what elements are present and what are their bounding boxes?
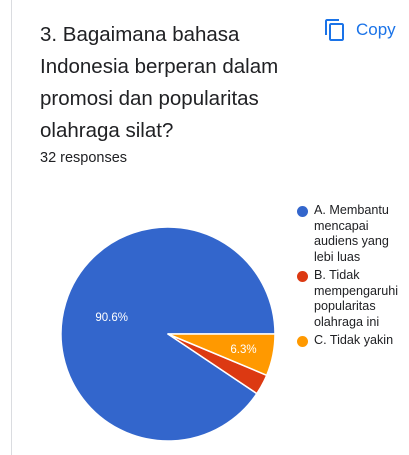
response-count: 32 responses (40, 150, 128, 166)
pie-label-c: 6.3% (230, 344, 256, 356)
copy-label: Copy (356, 20, 396, 39)
chart-legend: A. Membantu mencapai audiens yang lebi l… (297, 203, 407, 352)
pie-label-a: 90.6% (95, 312, 128, 324)
copy-icon (325, 19, 344, 41)
copy-button[interactable]: Copy (323, 14, 396, 46)
card-left-border (11, 0, 12, 455)
legend-swatch (297, 206, 308, 217)
legend-swatch (297, 271, 308, 282)
question-title: 3. Bagaimana bahasa Indonesia berperan d… (40, 23, 279, 142)
legend-label: B. Tidak mempengaruhi popularitas olahra… (314, 268, 399, 329)
legend-swatch (297, 336, 308, 347)
legend-item-b[interactable]: B. Tidak mempengaruhi popularitas olahra… (297, 268, 407, 330)
legend-item-a[interactable]: A. Membantu mencapai audiens yang lebi l… (297, 203, 407, 265)
pie-slice-c[interactable] (167, 333, 276, 377)
legend-label: C. Tidak yakin (314, 333, 394, 347)
legend-label: A. Membantu mencapai audiens yang lebi l… (314, 203, 389, 264)
legend-item-c[interactable]: C. Tidak yakin (297, 333, 407, 349)
